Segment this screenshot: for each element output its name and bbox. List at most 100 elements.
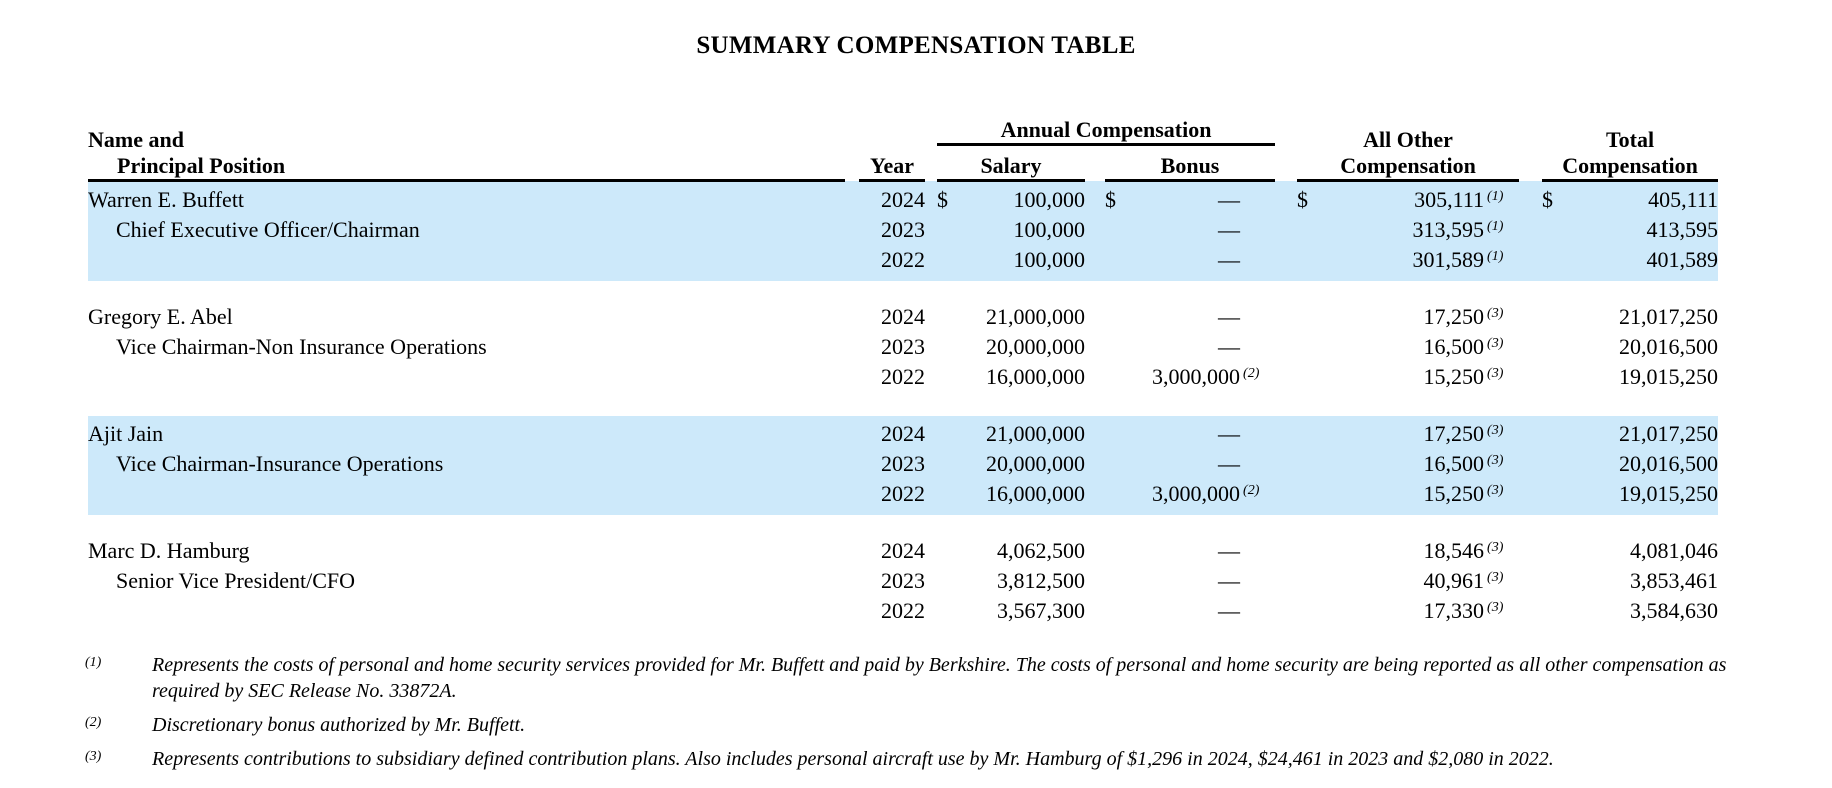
gap-cell bbox=[1275, 533, 1297, 566]
gap-cell bbox=[1519, 332, 1542, 362]
all-other-compensation-cell: 15,250 (3) bbox=[1337, 362, 1519, 398]
total-dollar-sign: $ bbox=[1542, 187, 1554, 212]
gap-cell bbox=[1085, 332, 1105, 362]
bonus-dollar-sign bbox=[1105, 215, 1147, 245]
column-header-salary: Salary bbox=[937, 144, 1085, 182]
all-other-dollar-sign bbox=[1297, 362, 1337, 398]
bonus-cell: — bbox=[1147, 416, 1275, 449]
all-other-compensation-cell: 18,546 (3) bbox=[1337, 533, 1519, 566]
gap-cell bbox=[1519, 362, 1542, 398]
gap-cell bbox=[1085, 416, 1105, 449]
all-other-compensation-cell: 16,500 (3) bbox=[1337, 449, 1519, 479]
gap-cell bbox=[845, 181, 859, 216]
gap-cell bbox=[845, 362, 859, 398]
total-compensation-cell: 19,015,250 bbox=[1619, 364, 1719, 389]
gap-cell bbox=[925, 181, 937, 216]
all-other-dollar-sign bbox=[1297, 299, 1337, 332]
all-other-compensation-cell-footnote-ref: (3) bbox=[1487, 366, 1504, 381]
header-name-line1: Name and bbox=[88, 127, 184, 152]
column-header-all-other-compensation: All Other Compensation bbox=[1297, 107, 1520, 182]
salary-cell: 4,062,500 bbox=[997, 538, 1085, 563]
total-dollar-sign bbox=[1542, 449, 1587, 479]
total-compensation-cell: 401,589 bbox=[1646, 247, 1719, 272]
bonus-cell: — bbox=[1147, 181, 1275, 216]
gap-cell bbox=[1275, 299, 1297, 332]
bonus-cell-value: — bbox=[1218, 217, 1241, 242]
gap-cell bbox=[1275, 449, 1297, 479]
all-other-compensation-cell-value: 17,250 bbox=[1423, 421, 1485, 446]
salary-dollar-sign bbox=[937, 566, 982, 596]
gap-cell bbox=[845, 332, 859, 362]
footnote: (2) Discretionary bonus authorized by Mr.… bbox=[85, 712, 1832, 738]
gap-cell bbox=[1275, 215, 1297, 245]
executive-position: Vice Chairman-Non Insurance Operations bbox=[116, 334, 487, 359]
year-cell: 2024 bbox=[881, 421, 925, 446]
bonus-cell: — bbox=[1147, 533, 1275, 566]
salary-dollar-sign bbox=[937, 416, 982, 449]
gap-cell bbox=[925, 299, 937, 332]
gap-cell bbox=[1519, 245, 1542, 281]
total-dollar-sign bbox=[1542, 362, 1587, 398]
gap-cell bbox=[1085, 245, 1105, 281]
salary-dollar-sign bbox=[937, 449, 982, 479]
bonus-cell-value: — bbox=[1218, 247, 1241, 272]
total-compensation-cell: 405,111 bbox=[1648, 187, 1719, 212]
year-cell: 2023 bbox=[881, 217, 925, 242]
all-other-compensation-cell: 17,250 (3) bbox=[1337, 416, 1519, 449]
gap-cell bbox=[1085, 299, 1105, 332]
gap-cell bbox=[1085, 449, 1105, 479]
bonus-dollar-sign bbox=[1105, 533, 1147, 566]
all-other-compensation-cell-footnote-ref: (1) bbox=[1487, 249, 1504, 264]
gap-cell bbox=[845, 215, 859, 245]
bonus-cell-value: — bbox=[1218, 568, 1241, 593]
all-other-compensation-cell-footnote-ref: (3) bbox=[1487, 336, 1504, 351]
header-gap bbox=[1275, 107, 1297, 181]
bonus-cell-value: 3,000,000 bbox=[1152, 364, 1241, 389]
all-other-compensation-cell-value: 313,595 bbox=[1412, 217, 1485, 242]
total-compensation-cell: 3,853,461 bbox=[1630, 568, 1719, 593]
gap-cell bbox=[1275, 596, 1297, 632]
salary-cell: 100,000 bbox=[1013, 247, 1086, 272]
gap-cell bbox=[1085, 533, 1105, 566]
total-compensation-cell: 21,017,250 bbox=[1619, 304, 1719, 329]
year-cell: 2024 bbox=[881, 187, 925, 212]
year-cell: 2023 bbox=[881, 568, 925, 593]
bonus-dollar-sign: $ bbox=[1105, 187, 1116, 212]
executive-name-empty bbox=[88, 596, 845, 632]
bonus-dollar-sign bbox=[1105, 416, 1147, 449]
all-other-dollar-sign bbox=[1297, 479, 1337, 515]
gap-cell bbox=[1085, 566, 1105, 596]
all-other-compensation-cell-footnote-ref: (3) bbox=[1487, 423, 1504, 438]
footnote: (1) Represents the costs of personal and … bbox=[85, 652, 1832, 704]
gap-cell bbox=[1275, 245, 1297, 281]
salary-cell: 21,000,000 bbox=[986, 421, 1085, 446]
gap-cell bbox=[1275, 332, 1297, 362]
gap-cell bbox=[1519, 449, 1542, 479]
all-other-compensation-cell: 305,111 (1) bbox=[1337, 181, 1519, 216]
header-gap bbox=[1085, 145, 1105, 181]
executive-position: Senior Vice President/CFO bbox=[116, 568, 356, 593]
footnote-marker: (2) bbox=[85, 715, 102, 730]
all-other-compensation-cell-value: 15,250 bbox=[1423, 481, 1485, 506]
all-other-dollar-sign bbox=[1297, 332, 1337, 362]
all-other-compensation-cell-footnote-ref: (1) bbox=[1487, 219, 1504, 234]
all-other-compensation-cell-value: 17,250 bbox=[1423, 304, 1485, 329]
salary-dollar-sign: $ bbox=[937, 187, 948, 212]
group-spacer-cell bbox=[88, 398, 1718, 416]
gap-cell bbox=[1275, 566, 1297, 596]
total-dollar-sign bbox=[1542, 479, 1587, 515]
group-spacer-row bbox=[88, 281, 1718, 299]
total-compensation-cell: 4,081,046 bbox=[1630, 538, 1719, 563]
all-other-dollar-sign: $ bbox=[1297, 187, 1309, 212]
all-other-compensation-cell-footnote-ref: (3) bbox=[1487, 453, 1504, 468]
all-other-compensation-cell-value: 16,500 bbox=[1423, 451, 1485, 476]
bonus-dollar-sign bbox=[1105, 596, 1147, 632]
all-other-compensation-cell-footnote-ref: (3) bbox=[1487, 570, 1504, 585]
footnotes-section: (1) Represents the costs of personal and … bbox=[85, 652, 1832, 772]
header-row-1: Name and Principal Position Year Annual … bbox=[88, 107, 1719, 182]
total-compensation-cell: 413,595 bbox=[1646, 217, 1719, 242]
gap-cell bbox=[925, 332, 937, 362]
table-row: Vice Chairman-Non Insurance Operations 20… bbox=[88, 332, 1718, 362]
all-other-compensation-cell-footnote-ref: (3) bbox=[1487, 600, 1504, 615]
all-other-compensation-cell-value: 301,589 bbox=[1412, 247, 1485, 272]
